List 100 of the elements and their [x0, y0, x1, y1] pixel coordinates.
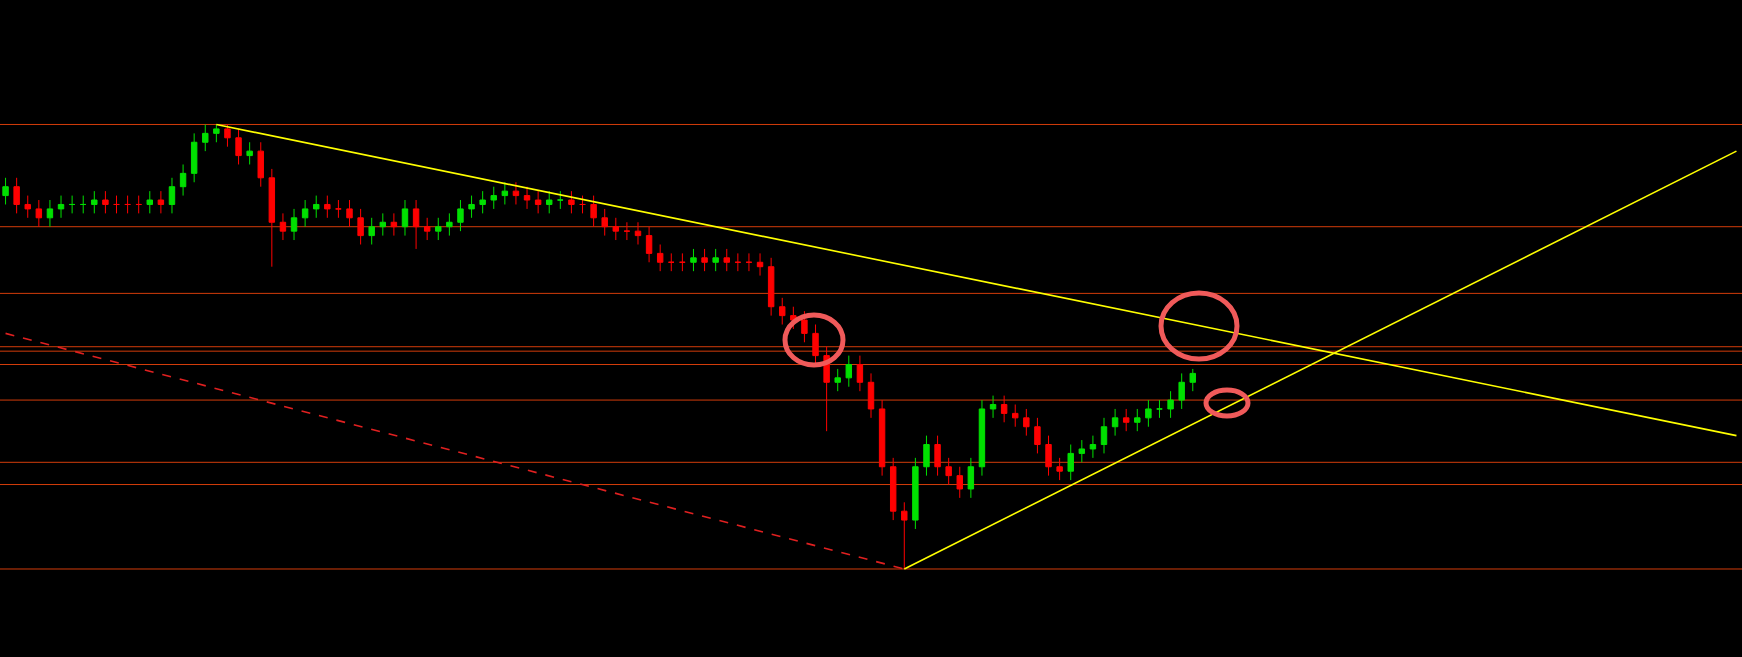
candlestick: [923, 435, 930, 477]
candlestick: [668, 252, 675, 272]
candlestick: [168, 177, 176, 214]
candlestick: [656, 243, 664, 272]
candlestick: [1111, 408, 1119, 437]
candlestick: [912, 457, 919, 530]
candlestick: [102, 190, 109, 214]
candlestick: [779, 297, 786, 325]
candlestick: [224, 123, 231, 148]
candlestick: [324, 195, 331, 219]
candlestick: [390, 212, 398, 237]
candlestick: [901, 501, 908, 570]
candlestick: [157, 190, 165, 214]
candlestick: [401, 199, 409, 237]
candlestick: [534, 190, 542, 214]
candlestick: [1167, 390, 1174, 419]
candlestick: [1134, 408, 1141, 432]
candlestick: [113, 195, 120, 214]
candlestick: [934, 435, 941, 477]
candlestick: [1000, 395, 1008, 423]
candlestick: [601, 208, 608, 237]
candlestick: [878, 399, 886, 477]
candlestick: [357, 208, 364, 245]
candlestick: [978, 399, 986, 477]
candlestick: [1012, 404, 1019, 428]
candlestick: [723, 248, 730, 272]
candlestick: [512, 181, 520, 205]
candlestick: [479, 190, 486, 214]
candlestick: [801, 310, 808, 343]
candlestick: [1034, 417, 1041, 454]
candlestick: [579, 195, 586, 214]
candlestick: [634, 221, 642, 245]
candlestick: [557, 190, 564, 210]
candlestick: [57, 195, 65, 219]
candlestick: [435, 217, 442, 241]
candlestick: [68, 195, 76, 214]
candlestick: [368, 217, 375, 245]
candlestick: [35, 199, 43, 228]
candlestick: [246, 141, 253, 165]
candlestick: [135, 195, 142, 214]
candlestick: [1045, 435, 1052, 477]
candlestick: [523, 186, 531, 210]
candlestick: [834, 368, 841, 392]
candlestick: [313, 195, 320, 219]
candlestick: [257, 141, 264, 188]
candlestick: [146, 190, 154, 214]
candlestick: [290, 208, 298, 241]
candlestick: [446, 212, 453, 237]
candlestick: [756, 252, 764, 277]
candlestick: [889, 457, 897, 521]
candlestick: [856, 355, 864, 392]
candlestick: [91, 190, 98, 214]
candlestick: [501, 181, 509, 205]
candlestick: [546, 190, 553, 214]
candlestick: [124, 195, 131, 214]
candlestick: [1089, 435, 1097, 459]
candlestick: [24, 195, 31, 219]
candlestick: [2, 177, 9, 205]
candlestick: [13, 177, 20, 214]
candlestick: [612, 217, 620, 241]
candlestick: [956, 466, 963, 499]
candlestick: [1100, 417, 1108, 454]
candlestick: [590, 195, 597, 228]
candlestick: [1189, 368, 1196, 392]
candlestick: [568, 190, 575, 214]
candlestick: [346, 199, 353, 228]
candlestick: [412, 199, 420, 250]
candlestick: [1023, 408, 1030, 437]
candlestick: [490, 186, 497, 210]
candlestick: [468, 195, 475, 219]
candlestick: [268, 168, 276, 268]
candlestick: [335, 199, 342, 219]
candlestick: [423, 217, 431, 241]
candlestick: [190, 132, 198, 183]
candlestick: [1156, 399, 1163, 419]
candlestick: [379, 212, 387, 237]
candlestick: [945, 457, 952, 486]
candlestick: [623, 221, 631, 241]
candlestick: [1056, 457, 1063, 481]
candlestick: [712, 248, 719, 272]
candlestick: [1178, 372, 1185, 410]
candlestick: [301, 199, 309, 228]
candlestick: [767, 257, 775, 317]
candlestick: [1067, 444, 1074, 481]
candlestick: [734, 252, 742, 272]
candlestick: [1145, 399, 1152, 428]
candlestick: [457, 199, 464, 232]
candlestick: [202, 123, 209, 152]
candlestick: [80, 195, 87, 214]
candlestick: [179, 163, 187, 197]
candlestick: [679, 252, 686, 272]
candlestick: [1122, 408, 1130, 432]
candlestick: [645, 226, 653, 263]
candlestick: [279, 212, 287, 241]
candlestick: [690, 248, 697, 272]
candlestick: [989, 395, 997, 419]
candlestick: [235, 128, 242, 165]
candlestick: [867, 372, 875, 419]
candlestick: [701, 248, 708, 272]
candlestick: [967, 457, 975, 499]
